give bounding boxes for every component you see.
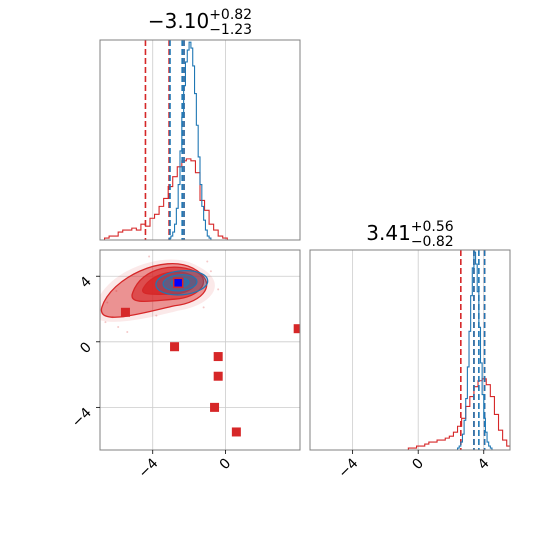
hist-x-series-a-step [100,41,300,240]
scatter-xy-sample-dot-10 [155,314,158,317]
hist-x-title-upper: +0.82 [209,7,252,23]
scatter-xy-frame [99,249,301,451]
hist-x-series-b-step [100,158,300,240]
scatter-xy-marker-b-3 [213,371,223,381]
hist-y-series-a-group [310,250,496,450]
scatter-xy-ytick-label-0: −4 [69,405,95,431]
hist-y-title-value: 3.41 [366,221,411,245]
hist-y-frame [309,249,511,451]
hist-y-xtick-label-2: 4 [475,455,493,473]
hist-y-xtick-label-0: −4 [336,455,362,481]
scatter-xy-marker-a [172,277,184,289]
scatter-xy-marker-b-0 [120,307,130,317]
hist-y-series-a-step [310,251,496,450]
scatter-xy-xtick-label-0: −4 [136,455,162,481]
scatter-xy-marker-b-6 [293,324,300,334]
hist-y-xtick-label-1: 0 [409,456,427,474]
scatter-xy-sample-dot-7 [148,255,151,258]
hist-x-frame [99,39,301,241]
hist-x-title-value: −3.10 [148,9,209,33]
scatter-xy-marker-b-5 [231,427,241,437]
scatter-xy-sample-dot-1 [106,301,109,304]
scatter-xy-sample-dot-5 [217,288,220,291]
hist-y-title-lower: −0.82 [411,234,454,250]
hist-x-title: −3.10+0.82 −1.23 [148,7,252,38]
hist-y-series-b-group [310,250,510,450]
hist-y-title-upper: +0.56 [411,219,454,235]
scatter-xy-sample-dot-3 [115,289,118,292]
hist-x-series-a-group [100,40,300,240]
scatter-xy-content [100,255,300,437]
scatter-xy-sample-dot-9 [202,306,205,309]
scatter-xy-sample-dot-8 [126,330,129,333]
scatter-xy-ytick-label-2: 4 [77,274,95,292]
scatter-xy-xtick-label-1: 0 [217,456,235,474]
scatter-xy-marker-b-4 [210,402,220,412]
scatter-xy-sample-dot-4 [206,260,209,263]
scatter-xy-sample-dot-11 [209,270,212,273]
hist-y-series-b-step [310,378,510,450]
hist-x-series-b-group [100,40,300,240]
scatter-xy-marker-b-2 [213,352,223,362]
scatter-xy-sample-dot-6 [104,321,107,324]
scatter-xy-sample-dot-2 [117,326,120,329]
hist-x-title-lower: −1.23 [209,22,252,38]
hist-y-title: 3.41+0.56 −0.82 [366,219,454,250]
scatter-xy-ytick-label-1: 0 [77,339,95,357]
scatter-xy-marker-b-1 [170,342,180,352]
scatter-xy-sample-dot-0 [111,316,114,319]
